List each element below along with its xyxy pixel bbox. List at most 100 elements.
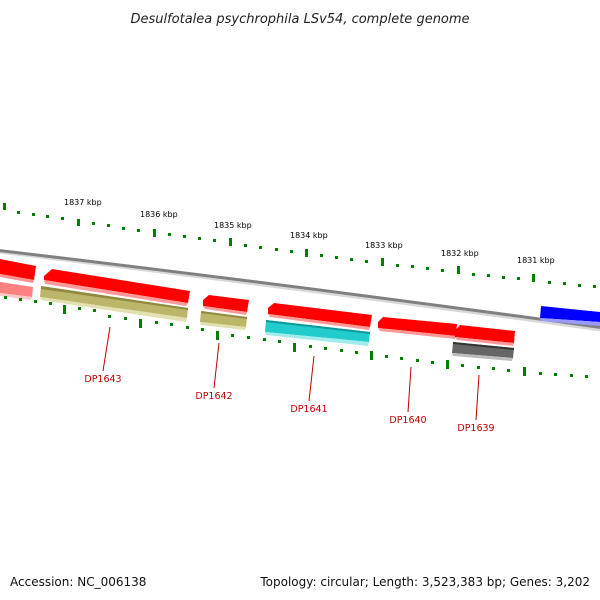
leader-line	[213, 342, 220, 389]
minor-tick	[259, 246, 262, 249]
gene-label[interactable]: DP1641	[290, 404, 327, 415]
lower-scale-track	[4, 296, 588, 378]
minor-tick	[593, 285, 596, 288]
gene-arrow[interactable]	[452, 342, 514, 358]
gene-arrow[interactable]	[455, 325, 515, 343]
gene-arrow[interactable]	[378, 317, 457, 336]
gene-label[interactable]: DP1642	[195, 391, 232, 402]
minor-tick	[278, 340, 281, 343]
gene-labels: DP1643 DP1642 DP1641 DP1640 DP1639	[84, 374, 494, 434]
minor-tick	[365, 260, 368, 263]
gene-arrow-highlight	[453, 342, 514, 350]
minor-tick	[385, 355, 388, 358]
gene-arrow-shadow	[203, 306, 247, 315]
scale-label: 1832 kbp	[441, 249, 479, 258]
minor-tick	[309, 345, 312, 348]
gene-arrow-shadow	[378, 328, 456, 339]
minor-tick	[168, 233, 171, 236]
minor-tick	[4, 296, 7, 299]
gene-arrow-highlight	[266, 320, 370, 334]
major-tick	[381, 258, 384, 266]
major-tick	[370, 351, 373, 360]
gene-arrow[interactable]	[268, 303, 372, 327]
major-tick	[63, 305, 66, 314]
minor-tick	[492, 367, 495, 370]
minor-tick	[350, 258, 353, 261]
gene-arrow[interactable]	[265, 320, 370, 342]
minor-tick	[320, 254, 323, 257]
map-title: Desulfotalea psychrophila LSv54, complet…	[130, 12, 469, 27]
gene-arrow-shadow	[40, 297, 187, 322]
gene-arrow[interactable]	[540, 306, 600, 322]
minor-tick	[548, 281, 551, 284]
minor-tick	[198, 237, 201, 240]
minor-tick	[124, 317, 127, 320]
gene-arrow-shadow	[200, 322, 246, 330]
reverse-strand-genes	[0, 282, 514, 361]
minor-tick	[578, 284, 581, 287]
minor-tick	[78, 307, 81, 310]
leader-line	[407, 366, 412, 413]
minor-tick	[137, 229, 140, 232]
minor-tick	[340, 349, 343, 352]
gene-arrow[interactable]	[0, 259, 36, 280]
major-tick	[153, 229, 156, 237]
minor-tick	[472, 273, 475, 276]
scale-label: 1833 kbp	[365, 241, 403, 250]
gene-arrow[interactable]	[200, 311, 247, 327]
minor-tick	[400, 357, 403, 360]
major-tick	[305, 249, 308, 257]
minor-tick	[122, 227, 125, 230]
gene-arrow-shadow	[540, 318, 600, 326]
major-tick	[3, 203, 6, 210]
major-tick	[77, 219, 80, 226]
major-tick	[293, 343, 296, 352]
minor-tick	[231, 334, 234, 337]
gene-arrow[interactable]	[203, 295, 249, 312]
minor-tick	[461, 364, 464, 367]
minor-tick	[213, 239, 216, 242]
upper-scale-track	[3, 203, 596, 288]
gene-arrow-shadow	[452, 353, 513, 361]
major-tick	[532, 274, 535, 282]
scale-labels: 1837 kbp 1836 kbp 1835 kbp 1834 kbp 1833…	[64, 198, 555, 265]
gene-arrow[interactable]	[0, 282, 33, 297]
minor-tick	[61, 217, 64, 220]
major-tick	[216, 331, 219, 340]
minor-tick	[431, 361, 434, 364]
minor-tick	[396, 264, 399, 267]
gene-arrow-shadow	[44, 280, 188, 306]
minor-tick	[507, 369, 510, 372]
gene-label[interactable]: DP1643	[84, 374, 121, 385]
minor-tick	[416, 359, 419, 362]
gene-arrow[interactable]	[44, 269, 190, 303]
minor-tick	[244, 244, 247, 247]
minor-tick	[554, 373, 557, 376]
gene-arrow-shadow	[455, 337, 514, 346]
minor-tick	[355, 351, 358, 354]
gene-arrow-highlight	[41, 286, 188, 310]
gene-arrow-shadow	[0, 274, 34, 283]
gene-label[interactable]: DP1640	[389, 415, 426, 426]
scale-label: 1834 kbp	[290, 231, 328, 240]
minor-tick	[517, 277, 520, 280]
minor-tick	[441, 269, 444, 272]
minor-tick	[19, 298, 22, 301]
gene-label[interactable]: DP1639	[457, 423, 494, 434]
major-tick	[446, 360, 449, 369]
minor-tick	[247, 336, 250, 339]
gene-arrow-shadow	[0, 293, 32, 300]
minor-tick	[32, 213, 35, 216]
major-tick	[523, 367, 526, 376]
minor-tick	[201, 328, 204, 331]
minor-tick	[183, 235, 186, 238]
minor-tick	[563, 282, 566, 285]
minor-tick	[107, 224, 110, 227]
major-tick	[229, 238, 232, 246]
minor-tick	[17, 211, 20, 214]
genome-summary-text: Topology: circular; Length: 3,523,383 bp…	[260, 575, 590, 589]
minor-tick	[585, 375, 588, 378]
minor-tick	[34, 300, 37, 303]
leader-line	[102, 326, 111, 372]
